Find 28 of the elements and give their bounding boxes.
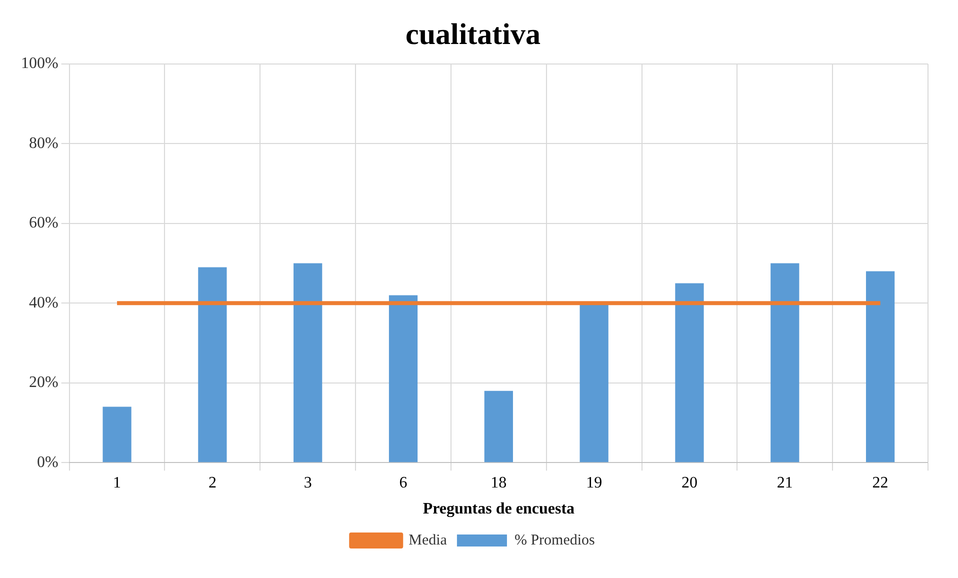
bar: [675, 283, 704, 462]
x-axis-title: Preguntas de encuesta: [422, 500, 575, 518]
x-tick-label: 20: [681, 474, 698, 492]
y-tick-label: 40%: [29, 294, 58, 312]
bar: [866, 271, 895, 462]
bar: [580, 303, 608, 462]
x-tick-label: 2: [208, 474, 216, 492]
legend-label: % Promedios: [514, 532, 596, 548]
x-tick-label: 6: [399, 474, 408, 492]
bar: [102, 406, 132, 462]
y-tick-label: 80%: [29, 134, 58, 152]
x-tick-label: 19: [586, 474, 602, 492]
bar: [294, 263, 322, 462]
y-tick-label: 20%: [29, 374, 58, 392]
bar: [198, 267, 227, 462]
x-tick-label: 22: [872, 474, 888, 492]
bar: [484, 390, 513, 462]
y-tick-label: 0%: [37, 454, 58, 471]
y-tick-label: 60%: [29, 214, 58, 232]
bar: [770, 263, 800, 462]
chart-title: cualitativa: [406, 18, 540, 51]
x-tick-label: 18: [490, 474, 507, 492]
x-tick-label: 1: [113, 474, 122, 492]
y-tick-label: 100%: [21, 55, 58, 72]
x-tick-label: 21: [776, 474, 793, 492]
bar: [388, 295, 418, 462]
legend-label: Media: [408, 532, 448, 548]
x-tick-label: 3: [304, 474, 312, 492]
